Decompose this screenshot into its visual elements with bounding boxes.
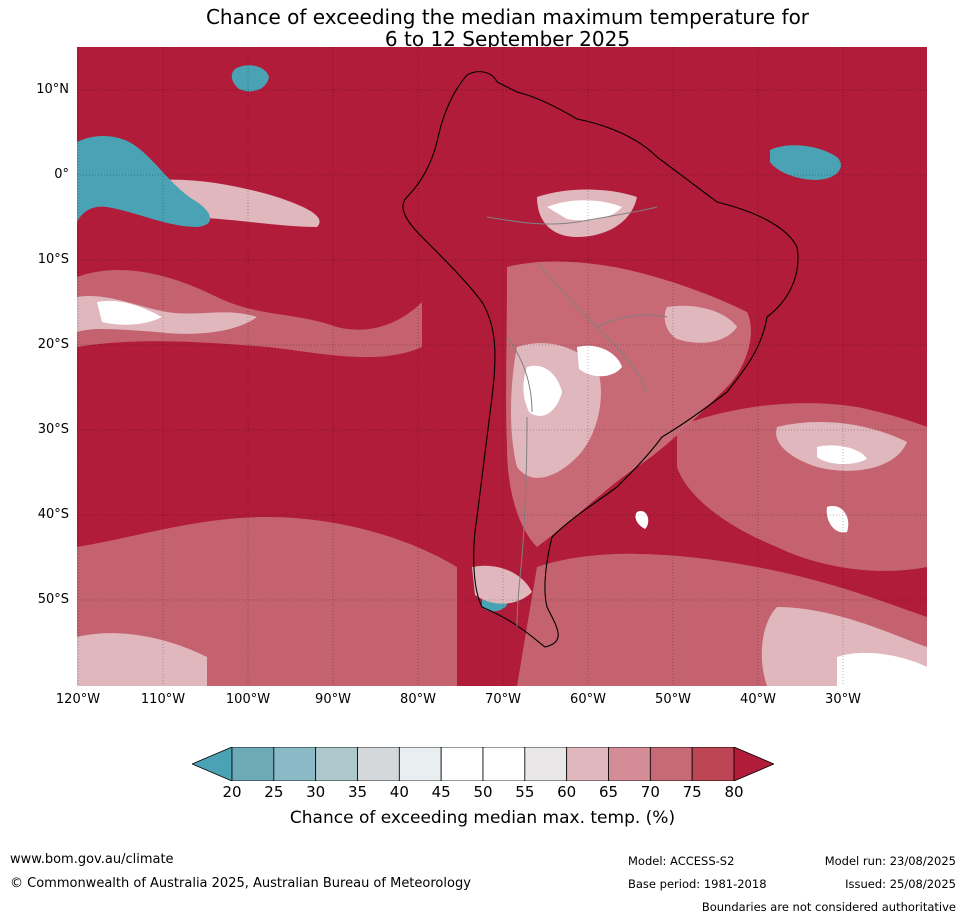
colorbar	[192, 747, 774, 781]
lat-label-20s: 20°S	[37, 337, 69, 352]
colorbar-swatch-45-50	[440, 747, 484, 781]
colorbar-swatch-40-45	[398, 747, 442, 781]
footer-issued: Issued: 25/08/2025	[845, 877, 956, 891]
probability-map	[77, 47, 927, 686]
colorbar-swatch-75-80	[691, 747, 735, 781]
colorbar-tick-45: 45	[431, 783, 451, 801]
footer-copyright: © Commonwealth of Australia 2025, Austra…	[10, 876, 471, 891]
footer-url[interactable]: www.bom.gov.au/climate	[10, 852, 174, 867]
lon-label-110w: 110°W	[140, 692, 186, 707]
colorbar-arrow-low	[192, 747, 233, 781]
lon-label-30w: 30°W	[825, 692, 861, 707]
colorbar-tick-35: 35	[347, 783, 368, 801]
lon-label-50w: 50°W	[655, 692, 691, 707]
map-title-line2: 6 to 12 September 2025	[384, 27, 631, 51]
colorbar-swatch-70-75	[649, 747, 693, 781]
lon-label-60w: 60°W	[570, 692, 606, 707]
colorbar-tick-30: 30	[306, 783, 326, 801]
colorbar-label: Chance of exceeding median max. temp. (%…	[289, 808, 676, 828]
lon-label-40w: 40°W	[740, 692, 776, 707]
map-title-line1: Chance of exceeding the median maximum t…	[205, 5, 810, 29]
lon-label-100w: 100°W	[225, 692, 271, 707]
lat-label-10n: 10°N	[36, 82, 69, 97]
colorbar-swatch-65-70	[608, 747, 651, 781]
colorbar-tick-50: 50	[473, 783, 493, 801]
lon-label-90w: 90°W	[315, 692, 351, 707]
footer-base-period: Base period: 1981-2018	[628, 877, 767, 891]
colorbar-tick-60: 60	[557, 783, 577, 801]
colorbar-arrow-high	[733, 747, 774, 781]
gridlines	[77, 47, 927, 686]
footer-model-run: Model run: 23/08/2025	[824, 854, 956, 868]
lon-label-70w: 70°W	[485, 692, 521, 707]
south-america-interior	[472, 189, 751, 604]
colorbar-tick-75: 75	[682, 783, 702, 801]
colorbar-swatch-50-55	[482, 747, 526, 781]
lat-label-50s: 50°S	[37, 592, 69, 607]
colorbar-tick-80: 80	[724, 783, 744, 801]
colorbar-swatch-20-25	[231, 747, 275, 781]
colorbar-swatch-55-60	[524, 747, 568, 781]
lat-label-0: 0°	[54, 167, 69, 182]
colorbar-swatch-35-40	[357, 747, 400, 781]
footer-disclaimer: Boundaries are not considered authoritat…	[701, 900, 956, 914]
colorbar-swatch-60-65	[566, 747, 609, 781]
ocean-patches-white	[97, 300, 927, 686]
colorbar-swatch-30-35	[315, 747, 358, 781]
colorbar-tick-25: 25	[264, 783, 284, 801]
colorbar-swatch-25-30	[273, 747, 317, 781]
footer-model: Model: ACCESS-S2	[628, 854, 735, 868]
south-america-coastline	[402, 71, 799, 648]
lat-label-40s: 40°S	[37, 507, 69, 522]
country-borders	[486, 206, 668, 628]
colorbar-tick-70: 70	[640, 783, 660, 801]
lat-label-10s: 10°S	[37, 252, 69, 267]
colorbar-tick-20: 20	[222, 783, 242, 801]
lon-label-80w: 80°W	[400, 692, 436, 707]
colorbar-tick-65: 65	[598, 783, 619, 801]
lat-label-30s: 30°S	[37, 422, 69, 437]
colorbar-tick-55: 55	[515, 783, 535, 801]
lon-label-120w: 120°W	[55, 692, 101, 707]
colorbar-tick-40: 40	[389, 783, 409, 801]
